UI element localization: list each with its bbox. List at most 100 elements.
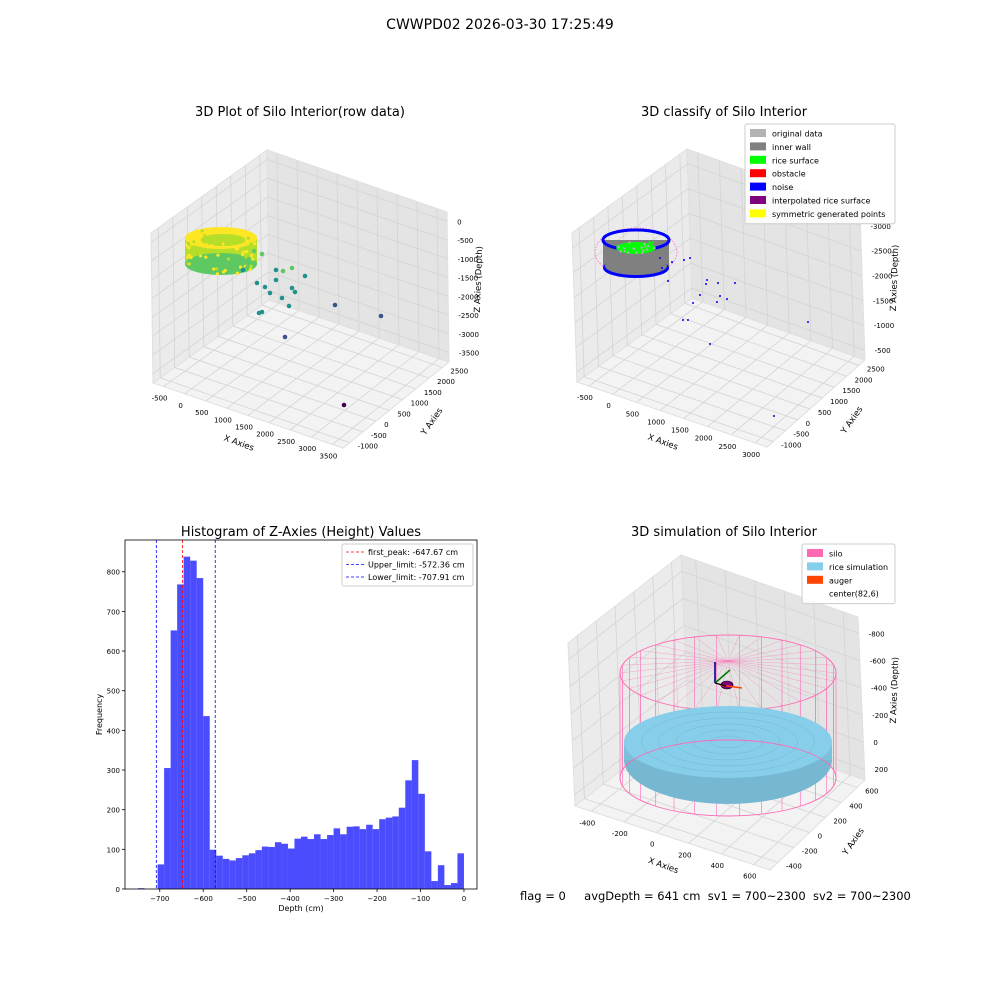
silo-roof-line — [655, 644, 729, 662]
x-tick-label: 200 — [678, 851, 691, 859]
histogram-bar — [340, 834, 347, 889]
x-tick-label: 0 — [606, 402, 610, 410]
x-tick-label: 1500 — [235, 424, 253, 432]
y-gridline-wall — [186, 207, 190, 358]
y-tick-label: 600 — [107, 648, 120, 656]
histogram-bar — [398, 807, 406, 889]
y-tick-label: -500 — [793, 431, 809, 439]
histogram-bar — [183, 556, 191, 889]
legend-swatch — [750, 196, 766, 204]
legend-label: obstacle — [772, 170, 806, 179]
histogram-bar — [392, 816, 399, 889]
y-tick-label: 500 — [397, 410, 410, 418]
y-tick-label: 0 — [116, 886, 120, 894]
legend-label: center(82,6) — [829, 590, 879, 599]
z-gridline — [152, 290, 450, 374]
scatter-point — [259, 251, 265, 257]
x-gridline-wall — [336, 174, 340, 325]
z-gridline — [152, 271, 449, 356]
scatter-point — [244, 265, 250, 271]
histogram-bar — [177, 584, 184, 889]
histogram-bar — [294, 838, 301, 889]
sv2-text: sv2 = 700~2300 — [812, 889, 911, 903]
inner-wall-bottom — [605, 257, 667, 275]
histogram-bar — [268, 846, 275, 889]
y-tick-label: 0 — [384, 421, 388, 429]
x-tick-label: −100 — [411, 895, 430, 903]
x-gridline-wall — [695, 560, 704, 724]
z-tick-label: -1000 — [874, 322, 894, 330]
x-gridline-wall — [316, 167, 320, 318]
scatter-point — [626, 246, 630, 249]
y-tick-label: -200 — [802, 848, 818, 856]
z-tick-label: -600 — [870, 657, 886, 665]
x-gridline-wall — [848, 207, 855, 357]
legend-label: Upper_limit: -572.36 cm — [368, 561, 465, 570]
histogram-bar — [333, 828, 341, 889]
z-gridline — [574, 237, 864, 323]
histogram-bar — [222, 858, 230, 889]
histogram-bar — [235, 858, 243, 889]
silo-roof-line — [673, 639, 729, 662]
scatter-point — [626, 251, 630, 254]
z-tick-label: -1000 — [458, 256, 478, 264]
scatter-point — [332, 302, 338, 308]
legend-swatch — [750, 129, 766, 137]
z-gridline — [570, 625, 862, 714]
x-tick-label: 2000 — [695, 435, 713, 443]
noise-point — [719, 295, 721, 297]
histogram-bar — [170, 630, 178, 889]
rice-mesh-line — [641, 711, 815, 773]
scatter-point — [244, 250, 249, 254]
silo-roof-line — [727, 635, 740, 662]
silo-roof-line — [694, 636, 729, 662]
y-tick-label: 1000 — [830, 398, 848, 406]
silo-roof-line — [694, 660, 729, 710]
x-tick-label: −400 — [281, 895, 300, 903]
x-gridline-wall — [296, 160, 300, 311]
legend-label: original data — [772, 130, 823, 139]
silo-roof-line — [622, 660, 729, 666]
scatter-point — [254, 280, 260, 286]
x-gridline — [332, 358, 440, 445]
z-gridline — [152, 252, 449, 337]
y-tick-label: 0 — [818, 833, 822, 841]
silo-roof-line — [727, 644, 801, 662]
z-tick-label: 0 — [457, 218, 461, 226]
histogram-bar — [281, 843, 288, 889]
x-tick-label: −700 — [150, 895, 169, 903]
z-tick-label: 0 — [873, 739, 877, 747]
histogram-bar — [450, 883, 458, 889]
histogram-bar — [431, 881, 438, 889]
scatter-point — [186, 251, 191, 255]
scatter-point — [251, 257, 255, 261]
y-tick-label: 1500 — [424, 389, 442, 397]
y-gridline — [655, 323, 835, 388]
silo-roof-line — [727, 660, 783, 707]
x-gridline — [636, 317, 747, 403]
scatter-point — [378, 313, 384, 319]
scatter-point — [217, 228, 222, 233]
silo-roof-line — [622, 660, 729, 682]
x-gridline — [753, 774, 851, 865]
legend-swatch — [750, 142, 766, 151]
z-gridline — [571, 652, 863, 742]
scatter-point — [216, 253, 220, 257]
x-gridline — [754, 355, 855, 444]
histogram-bar — [457, 853, 464, 889]
chart-title: 3D classify of Silo Interior — [641, 105, 808, 120]
z-gridline — [576, 287, 865, 373]
histogram-bar — [287, 848, 295, 889]
noise-point — [716, 301, 718, 303]
x-tick-label: −600 — [194, 895, 213, 903]
noise-point — [699, 294, 701, 296]
scatter-point — [200, 229, 204, 233]
scatter-point — [273, 277, 279, 283]
scatter-point — [280, 268, 286, 274]
z-gridline — [151, 215, 449, 299]
histogram-bar — [320, 839, 328, 889]
plot-classify-3d: 3D classify of Silo Interior -500 0 500 1000… — [571, 105, 901, 459]
y-tick-label: 1000 — [411, 400, 429, 408]
z-gridline — [568, 570, 859, 660]
silo-roof-line — [640, 660, 729, 696]
